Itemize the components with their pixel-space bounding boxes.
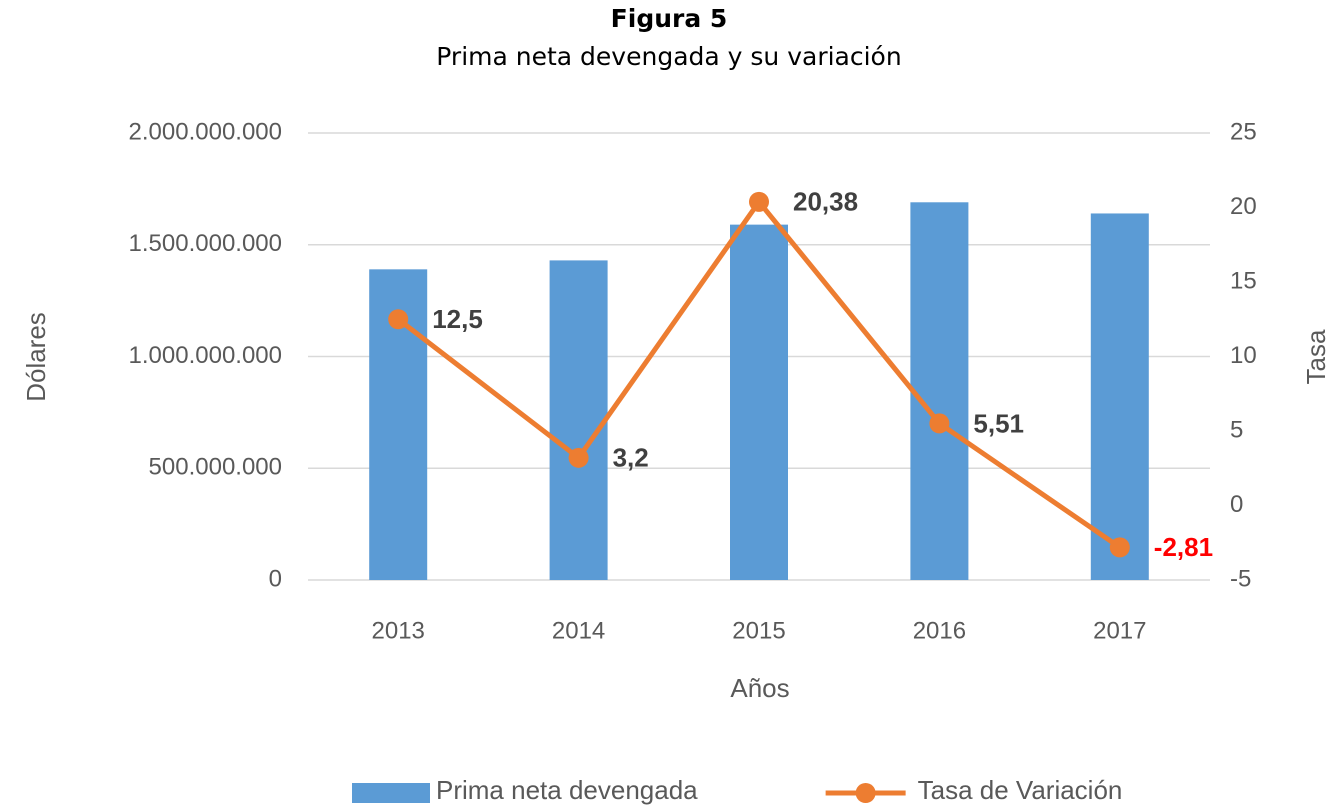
line-marker xyxy=(749,191,769,212)
x-axis-label: Años xyxy=(730,673,789,703)
y-tick-label: 500.000.000 xyxy=(149,454,282,481)
y-tick-label: 2.000.000.000 xyxy=(129,118,282,145)
data-label: -2,81 xyxy=(1154,532,1213,562)
legend-label: Tasa de Variación xyxy=(918,775,1123,805)
y2-tick-label: 25 xyxy=(1230,118,1257,145)
x-tick-label: 2015 xyxy=(732,617,785,644)
x-tick-label: 2013 xyxy=(372,617,425,644)
y-axis-label: Dólares xyxy=(21,312,51,402)
y-tick-label: 1.500.000.000 xyxy=(129,230,282,257)
x-tick-label: 2014 xyxy=(552,617,605,644)
y-tick-label: 1.000.000.000 xyxy=(129,342,282,369)
y2-tick-label: 15 xyxy=(1230,267,1257,294)
line-marker xyxy=(1109,537,1130,558)
line-marker xyxy=(568,447,589,468)
y2-tick-label: 10 xyxy=(1230,342,1257,369)
y2-tick-label: -5 xyxy=(1230,565,1251,592)
y2-tick-label: 0 xyxy=(1230,491,1243,518)
legend-marker xyxy=(855,783,876,803)
line-marker xyxy=(929,413,950,434)
chart-title: Figura 5 xyxy=(611,4,728,33)
legend-label: Prima neta devengada xyxy=(436,775,698,805)
y2-tick-label: 5 xyxy=(1230,416,1243,443)
y-tick-label: 0 xyxy=(269,565,282,592)
y2-tick-label: 20 xyxy=(1230,193,1257,220)
line-marker xyxy=(388,309,409,330)
x-tick-label: 2017 xyxy=(1093,617,1146,644)
chart-subtitle: Prima neta devengada y su variación xyxy=(436,42,901,71)
data-label: 12,5 xyxy=(432,304,483,334)
bar xyxy=(910,202,969,580)
x-tick-label: 2016 xyxy=(913,617,966,644)
data-label: 20,38 xyxy=(793,187,858,217)
bar xyxy=(1090,213,1149,580)
data-label: 3,2 xyxy=(613,443,649,473)
bar xyxy=(730,224,788,580)
y2-axis-label: Tasa xyxy=(1301,329,1331,384)
legend-swatch xyxy=(352,783,430,803)
bar xyxy=(549,260,608,580)
data-label: 5,51 xyxy=(973,408,1024,438)
